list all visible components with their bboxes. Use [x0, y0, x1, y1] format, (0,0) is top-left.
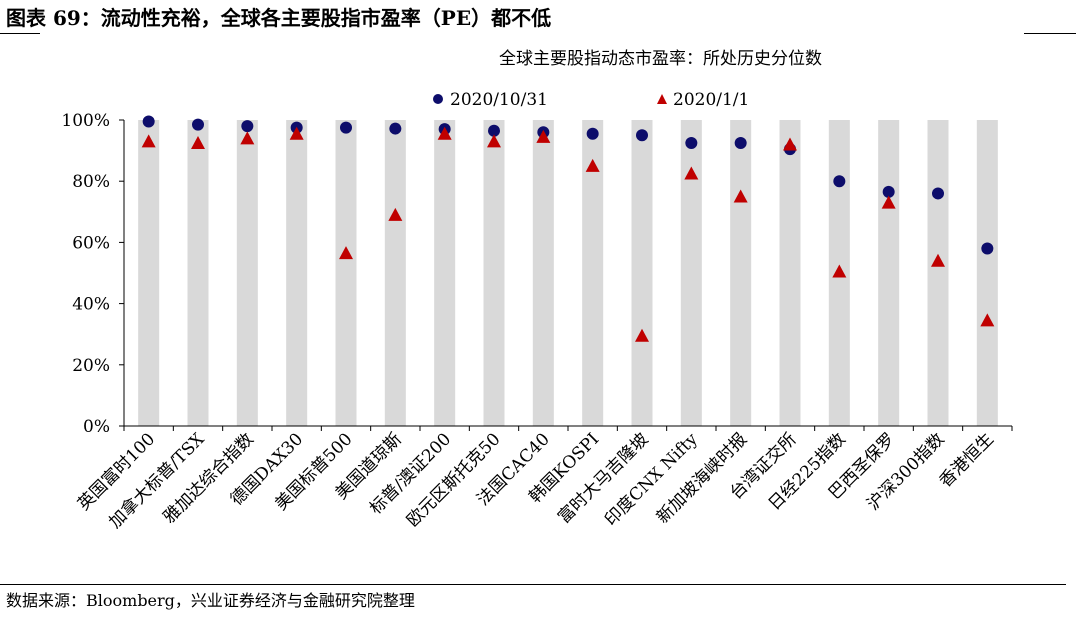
- point-2020-10-31: [389, 122, 402, 135]
- range-bar: [730, 120, 752, 426]
- point-2020-10-31: [636, 129, 648, 142]
- series-2020-10-31: [142, 115, 994, 255]
- point-2020-1-1: [240, 131, 255, 145]
- point-2020-10-31: [142, 115, 155, 128]
- range-bar: [236, 120, 258, 426]
- point-2020-10-31: [340, 121, 352, 134]
- figure-title: 图表 69：流动性充裕，全球各主要股指市盈率（PE）都不低: [6, 6, 552, 30]
- range-bar: [680, 120, 702, 426]
- range-bar: [976, 120, 998, 426]
- source-note: 数据来源：Bloomberg，兴业证券经济与金融研究院整理: [6, 591, 415, 610]
- point-2020-10-31: [882, 185, 895, 198]
- point-2020-1-1: [585, 158, 600, 172]
- figure-header: 图表 69：流动性充裕，全球各主要股指市盈率（PE）都不低: [0, 0, 1080, 40]
- point-2020-1-1: [141, 134, 156, 148]
- axes-group: 0% 20% 40% 60% 80% 100%: [61, 111, 1013, 437]
- point-2020-1-1: [339, 246, 353, 260]
- point-2020-1-1: [536, 129, 551, 143]
- range-bar: [335, 120, 357, 426]
- range-bar: [138, 120, 160, 426]
- legend: 2020/10/31 2020/1/1: [433, 90, 749, 110]
- point-2020-1-1: [684, 166, 699, 180]
- series-2020-1-1: [141, 126, 995, 342]
- point-2020-10-31: [192, 118, 204, 131]
- legend-marker-2020-1-1: [657, 94, 667, 104]
- point-2020-1-1: [191, 135, 205, 149]
- point-2020-1-1: [388, 207, 403, 221]
- range-bar: [286, 120, 308, 426]
- x-category-label: 香港恒生: [936, 429, 998, 491]
- y-tick-label: 80%: [72, 172, 110, 192]
- point-2020-1-1: [437, 126, 452, 140]
- point-2020-1-1: [635, 328, 649, 342]
- header-rule-right: [1024, 33, 1076, 34]
- point-2020-1-1: [980, 313, 995, 327]
- range-bar: [532, 120, 554, 426]
- legend-marker-2020-10-31: [433, 94, 443, 104]
- point-2020-10-31: [833, 175, 846, 188]
- point-2020-1-1: [783, 137, 797, 151]
- y-tick-label: 60%: [72, 233, 110, 253]
- range-bar: [582, 120, 604, 426]
- point-2020-10-31: [685, 136, 698, 149]
- chart: 全球主要股指动态市盈率：所处历史分位数 2020/10/31 2020/1/1 …: [61, 49, 1013, 533]
- point-2020-1-1: [733, 189, 748, 203]
- range-bar: [187, 120, 209, 426]
- point-2020-10-31: [488, 124, 500, 137]
- point-2020-1-1: [487, 134, 501, 148]
- bars-group: [138, 120, 998, 426]
- range-bar: [483, 120, 505, 426]
- legend-label-2020-1-1: 2020/1/1: [673, 90, 749, 110]
- point-2020-1-1: [832, 264, 847, 278]
- range-bar: [927, 120, 949, 426]
- range-bar: [434, 120, 456, 426]
- point-2020-1-1: [931, 253, 945, 267]
- category-labels: 英国富时100加拿大标普/TSX雅加达综合指数德国DAX30美国标普500美国道…: [74, 428, 998, 532]
- point-2020-1-1: [881, 195, 896, 209]
- chart-subtitle: 全球主要股指动态市盈率：所处历史分位数: [499, 49, 822, 69]
- legend-label-2020-10-31: 2020/10/31: [450, 90, 548, 110]
- footer-rule: [0, 584, 1066, 585]
- header-rule-left: [0, 33, 40, 34]
- point-2020-10-31: [734, 136, 747, 149]
- y-tick-label: 0%: [83, 417, 110, 437]
- point-2020-10-31: [241, 120, 254, 133]
- point-2020-1-1: [289, 126, 304, 140]
- range-bar: [631, 120, 653, 426]
- figure-footer: 数据来源：Bloomberg，兴业证券经济与金融研究院整理: [0, 584, 1080, 621]
- range-bar: [878, 120, 900, 426]
- range-bar: [779, 120, 801, 426]
- y-tick-label: 100%: [61, 111, 110, 131]
- range-bar: [384, 120, 406, 426]
- point-2020-10-31: [981, 242, 994, 255]
- point-2020-10-31: [586, 127, 599, 140]
- y-tick-label: 20%: [72, 356, 110, 376]
- y-tick-label: 40%: [72, 295, 110, 315]
- point-2020-10-31: [932, 187, 944, 200]
